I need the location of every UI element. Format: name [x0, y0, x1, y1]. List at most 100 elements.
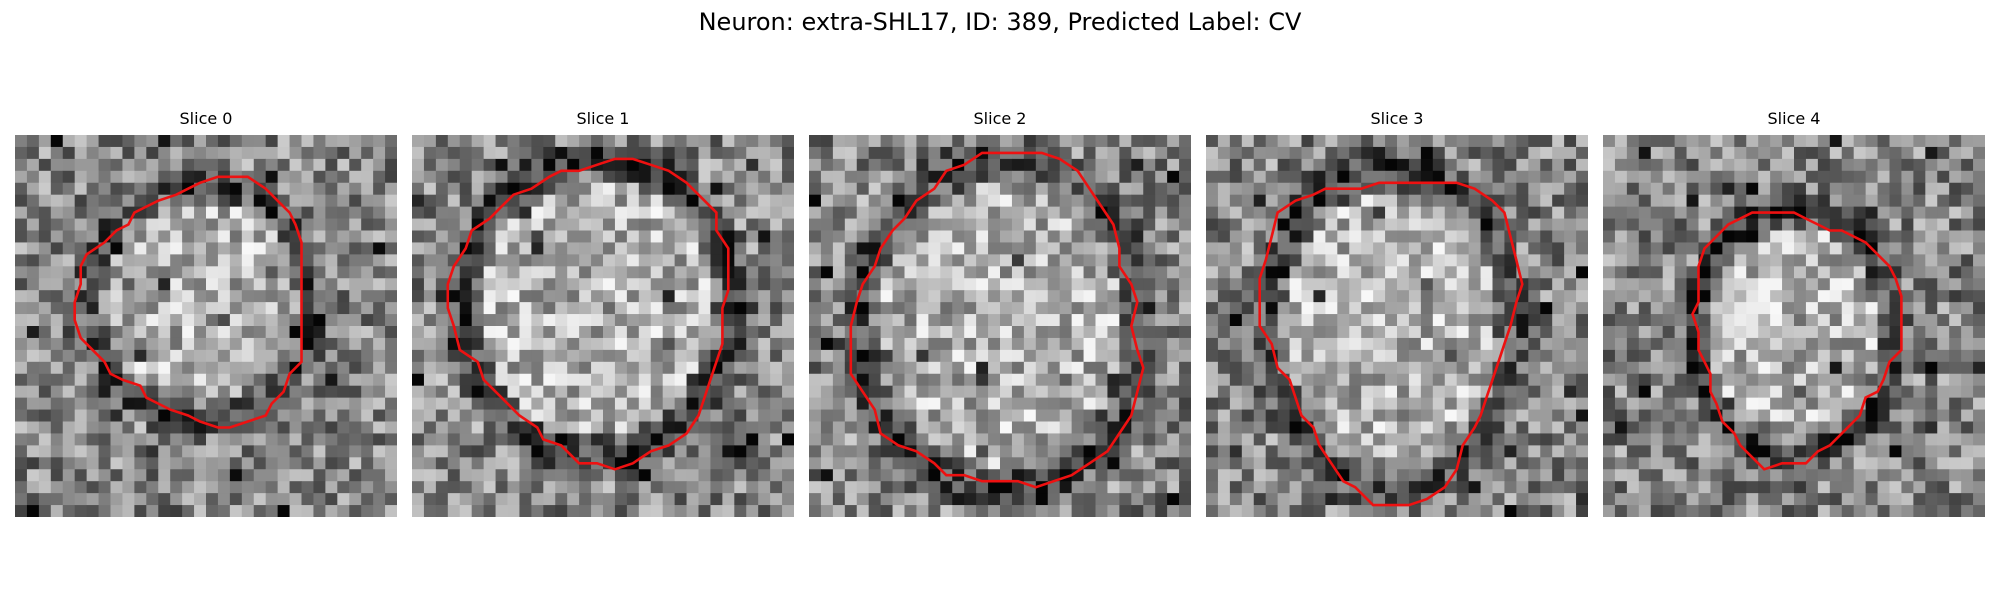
image-pixel [1241, 493, 1255, 506]
image-pixel [1206, 349, 1219, 363]
image-pixel [904, 373, 917, 387]
image-pixel [519, 337, 532, 351]
image-pixel [770, 278, 783, 291]
image-pixel [1564, 326, 1577, 339]
image-pixel [1361, 302, 1374, 315]
image-pixel [1710, 326, 1723, 339]
image-pixel [1301, 266, 1314, 279]
image-pixel [1722, 230, 1735, 243]
image-pixel [1686, 170, 1699, 184]
image-pixel [1698, 385, 1711, 399]
image-pixel [1805, 409, 1819, 422]
image-pixel [1206, 302, 1219, 315]
image-pixel [856, 170, 870, 184]
image-pixel [74, 385, 88, 399]
image-pixel [435, 445, 449, 458]
image-pixel [1794, 433, 1807, 446]
image-pixel [1794, 266, 1807, 279]
image-pixel [146, 314, 159, 327]
image-pixel [1408, 481, 1422, 494]
image-pixel [1047, 397, 1061, 410]
image-pixel [916, 206, 929, 219]
image-pixel [1083, 385, 1096, 399]
image-pixel [217, 361, 231, 375]
image-pixel [1805, 182, 1819, 196]
image-pixel [1083, 326, 1096, 339]
image-pixel [1373, 326, 1386, 339]
image-pixel [868, 314, 882, 327]
image-pixel [1710, 373, 1723, 387]
image-pixel [158, 182, 171, 196]
image-pixel [15, 445, 28, 458]
image-pixel [373, 266, 386, 279]
slice-panel-0: Slice 0 [15, 108, 397, 518]
image-pixel [782, 361, 794, 375]
image-pixel [519, 242, 532, 255]
image-pixel [928, 397, 941, 410]
image-pixel [1385, 361, 1398, 375]
image-pixel [423, 409, 437, 422]
image-pixel [1289, 373, 1302, 387]
image-pixel [507, 182, 520, 196]
image-pixel [349, 146, 362, 160]
image-pixel [1119, 349, 1132, 363]
image-pixel [856, 337, 870, 351]
image-pixel [1492, 373, 1505, 387]
image-pixel [1206, 135, 1219, 148]
image-pixel [782, 290, 794, 303]
image-pixel [50, 385, 64, 399]
image-pixel [1674, 290, 1687, 303]
image-pixel [591, 278, 604, 291]
image-pixel [1095, 337, 1108, 351]
image-pixel [1817, 433, 1831, 446]
image-pixel [1143, 158, 1156, 172]
image-pixel [349, 302, 362, 315]
image-pixel [734, 326, 747, 339]
image-pixel [1349, 349, 1362, 363]
image-pixel [301, 194, 314, 208]
image-pixel [1035, 206, 1049, 219]
image-pixel [614, 158, 628, 172]
image-pixel [1552, 505, 1565, 517]
image-pixel [483, 158, 496, 172]
image-pixel [194, 170, 207, 184]
image-pixel [1397, 290, 1410, 303]
image-pixel [1095, 349, 1108, 363]
image-pixel [626, 505, 640, 517]
image-pixel [626, 314, 640, 327]
image-pixel [1397, 421, 1410, 434]
image-pixel [1011, 135, 1025, 148]
image-pixel [543, 493, 556, 506]
image-pixel [1301, 469, 1314, 482]
image-pixel [265, 409, 279, 422]
image-pixel [698, 254, 711, 267]
image-pixel [543, 445, 556, 458]
image-pixel [555, 290, 568, 303]
image-pixel [832, 337, 846, 351]
image-pixel [1662, 373, 1676, 387]
image-pixel [1432, 326, 1446, 339]
image-pixel [170, 146, 183, 160]
image-pixel [1937, 433, 1950, 446]
image-pixel [1119, 158, 1132, 172]
image-pixel [662, 361, 676, 375]
image-pixel [98, 146, 111, 160]
image-pixel [412, 457, 425, 470]
image-pixel [1746, 397, 1759, 410]
image-pixel [1229, 481, 1243, 494]
image-pixel [603, 170, 616, 184]
image-pixel [1349, 433, 1362, 446]
image-pixel [1143, 218, 1156, 231]
image-pixel [1877, 385, 1890, 399]
image-pixel [674, 361, 687, 375]
image-pixel [1576, 433, 1588, 446]
image-pixel [1603, 230, 1616, 243]
image-pixel [206, 182, 219, 196]
image-pixel [206, 326, 219, 339]
image-pixel [1397, 433, 1410, 446]
image-pixel [856, 457, 870, 470]
image-pixel [1095, 421, 1108, 434]
image-pixel [892, 302, 905, 315]
image-pixel [1901, 135, 1914, 148]
image-pixel [832, 218, 846, 231]
